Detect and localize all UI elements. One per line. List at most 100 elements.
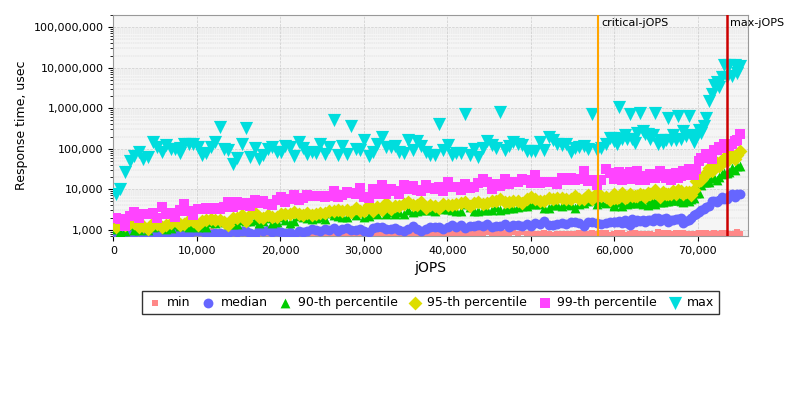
95-th percentile xyxy=(638,194,651,200)
max xyxy=(534,138,546,145)
min xyxy=(442,231,454,237)
min xyxy=(485,231,498,238)
95-th percentile xyxy=(371,204,384,210)
max xyxy=(406,147,419,154)
90-th percentile xyxy=(674,198,687,204)
max xyxy=(670,137,682,144)
min xyxy=(700,230,713,236)
95-th percentile xyxy=(590,190,603,196)
95-th percentile xyxy=(182,216,195,223)
median xyxy=(297,229,310,235)
95-th percentile xyxy=(327,208,340,214)
95-th percentile xyxy=(494,196,506,202)
median xyxy=(700,203,713,210)
99-th percentile xyxy=(623,169,636,175)
median xyxy=(623,222,636,228)
min xyxy=(573,230,586,236)
median xyxy=(677,220,690,226)
median xyxy=(155,231,168,237)
min xyxy=(715,230,728,236)
median xyxy=(132,227,145,234)
99-th percentile xyxy=(454,187,467,193)
min xyxy=(279,230,292,237)
99-th percentile xyxy=(433,184,446,190)
99-th percentile xyxy=(516,176,529,182)
min xyxy=(685,231,698,237)
99-th percentile xyxy=(534,180,546,186)
90-th percentile xyxy=(336,214,349,221)
min xyxy=(538,230,550,236)
95-th percentile xyxy=(150,221,163,227)
95-th percentile xyxy=(608,191,621,197)
95-th percentile xyxy=(621,194,634,200)
95-th percentile xyxy=(442,202,454,208)
95-th percentile xyxy=(674,188,687,195)
95-th percentile xyxy=(560,196,573,202)
99-th percentile xyxy=(659,175,672,182)
median xyxy=(340,225,353,231)
95-th percentile xyxy=(463,203,476,209)
median xyxy=(292,228,305,234)
median xyxy=(687,212,700,218)
max xyxy=(672,113,685,120)
median xyxy=(222,230,234,237)
99-th percentile xyxy=(646,172,659,179)
90-th percentile xyxy=(437,206,450,212)
median xyxy=(578,223,590,229)
95-th percentile xyxy=(146,220,159,227)
95-th percentile xyxy=(266,214,278,220)
max xyxy=(642,130,654,137)
max xyxy=(498,147,511,153)
min xyxy=(698,231,710,237)
min xyxy=(520,230,533,237)
median xyxy=(336,226,349,232)
max xyxy=(306,149,318,156)
95-th percentile xyxy=(110,223,122,230)
min xyxy=(664,231,677,237)
95-th percentile xyxy=(137,223,150,229)
90-th percentile xyxy=(288,217,301,224)
95-th percentile xyxy=(730,152,743,158)
95-th percentile xyxy=(336,207,349,214)
90-th percentile xyxy=(279,216,292,223)
min xyxy=(209,231,222,238)
99-th percentile xyxy=(657,173,670,179)
99-th percentile xyxy=(410,187,423,193)
99-th percentile xyxy=(384,186,397,192)
95-th percentile xyxy=(410,202,423,208)
min xyxy=(728,232,741,238)
95-th percentile xyxy=(721,158,734,164)
median xyxy=(318,225,331,232)
90-th percentile xyxy=(226,221,239,228)
median xyxy=(187,227,200,234)
99-th percentile xyxy=(174,207,186,213)
median xyxy=(476,223,489,230)
95-th percentile xyxy=(634,191,646,197)
max xyxy=(490,144,502,151)
max xyxy=(323,143,336,150)
95-th percentile xyxy=(393,202,406,209)
99-th percentile xyxy=(248,197,261,204)
min xyxy=(213,231,226,237)
90-th percentile xyxy=(266,220,278,226)
median xyxy=(723,193,736,200)
max xyxy=(586,111,599,117)
min xyxy=(468,230,481,236)
min xyxy=(160,231,173,238)
99-th percentile xyxy=(178,201,191,208)
max xyxy=(623,111,636,117)
min xyxy=(708,230,721,236)
95-th percentile xyxy=(450,201,463,207)
max xyxy=(481,138,494,145)
95-th percentile xyxy=(169,216,182,223)
90-th percentile xyxy=(248,216,261,223)
95-th percentile xyxy=(573,196,586,202)
max xyxy=(230,155,243,161)
max xyxy=(546,136,559,143)
99-th percentile xyxy=(629,172,642,178)
median xyxy=(248,231,261,237)
min xyxy=(690,230,702,237)
99-th percentile xyxy=(450,184,463,190)
95-th percentile xyxy=(654,194,666,200)
95-th percentile xyxy=(659,190,672,197)
